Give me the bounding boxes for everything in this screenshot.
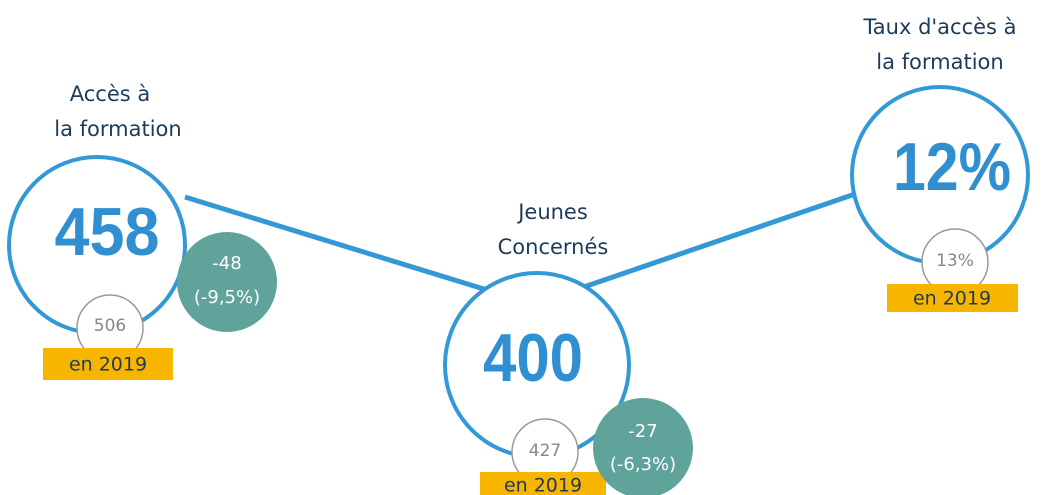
node-label: Accès à — [70, 82, 151, 106]
connector — [574, 190, 859, 293]
node-value: 458 — [55, 194, 160, 270]
node-label: la formation — [54, 117, 181, 141]
node-label: la formation — [876, 50, 1003, 74]
change-circle — [177, 232, 277, 332]
node-value: 400 — [483, 320, 583, 396]
previous-value: 427 — [529, 441, 561, 461]
connector — [184, 194, 488, 293]
node-label: Jeunes — [516, 200, 588, 224]
change-value: -48 — [212, 253, 241, 274]
previous-value: 506 — [94, 316, 126, 336]
node-label: Taux d'accès à — [862, 15, 1016, 39]
node-value: 12% — [893, 129, 1011, 205]
year-label: en 2019 — [913, 288, 991, 310]
year-label: en 2019 — [504, 475, 582, 495]
change-pct: (-6,3%) — [610, 454, 676, 475]
year-band — [43, 348, 173, 380]
change-circle — [593, 398, 693, 495]
node-label: Concernés — [498, 235, 609, 259]
year-band — [887, 284, 1018, 312]
change-pct: (-9,5%) — [194, 287, 260, 308]
previous-value: 13% — [936, 251, 974, 271]
year-label: en 2019 — [69, 354, 147, 376]
year-band — [480, 472, 606, 495]
change-value: -27 — [628, 421, 657, 442]
